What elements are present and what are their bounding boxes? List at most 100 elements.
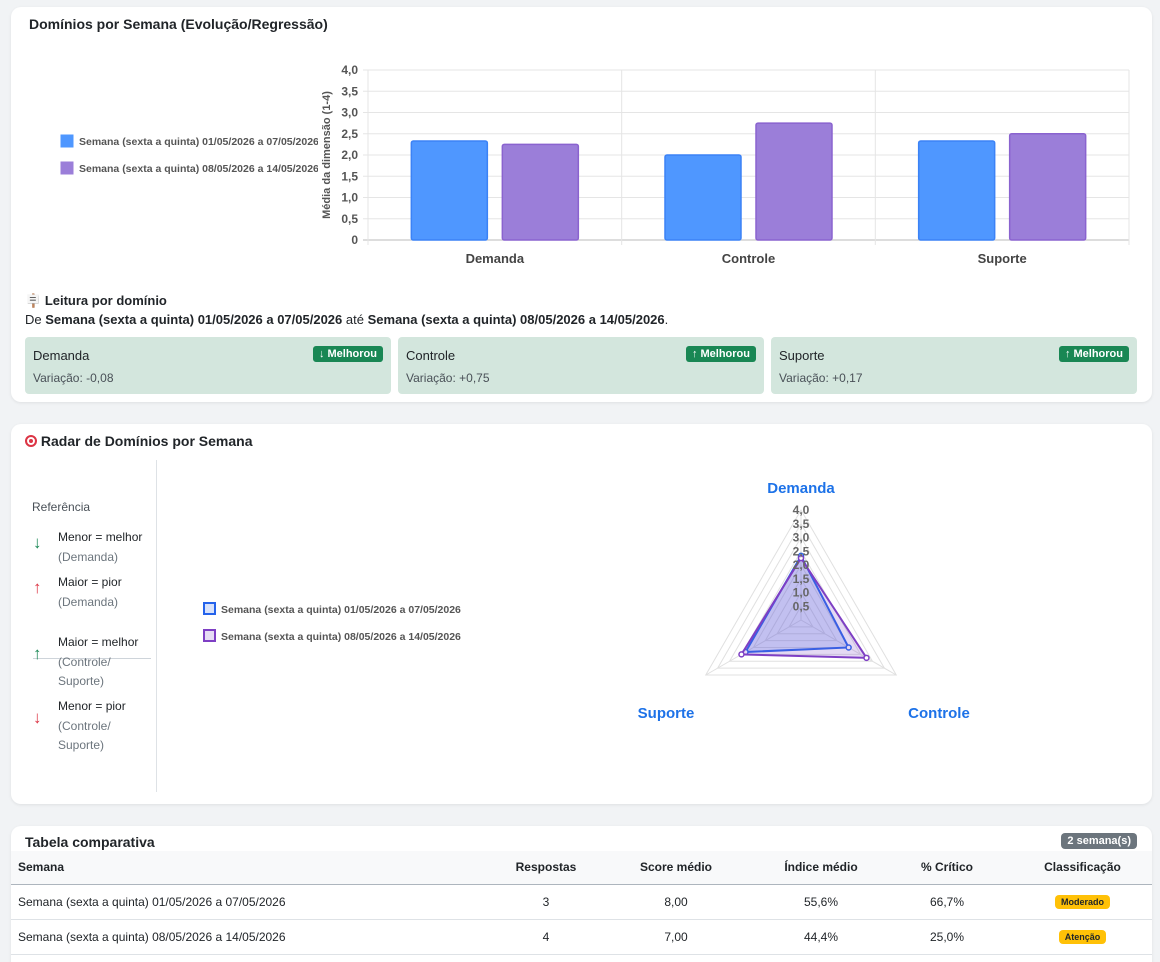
y-axis-label: Média da dimensão (1-4) [321, 91, 333, 219]
domain-variation: Variação: -0,08 [33, 371, 114, 385]
radar-axis-label: Demanda [767, 480, 835, 497]
col-score[interactable]: Score médio [591, 851, 761, 885]
cell-semana: Semana (sexta a quinta) 01/05/2026 a 07/… [11, 884, 501, 920]
radar-legend-label: Semana (sexta a quinta) 01/05/2026 a 07/… [221, 604, 461, 616]
domain-variation: Variação: +0,17 [779, 371, 863, 385]
radar-legend-swatch [203, 602, 216, 615]
bar-card-title: Domínios por Semana (Evolução/Regressão) [29, 16, 328, 32]
radar-point [845, 644, 852, 651]
domains-bar-card: Domínios por Semana (Evolução/Regressão)… [11, 7, 1152, 402]
cell-classificacao: Moderado [1013, 884, 1152, 920]
reference-panel: Referência ↓ Menor = melhor (Demanda) ↑ … [11, 460, 157, 792]
radar-tick-label: 0,5 [793, 599, 810, 613]
radar-spoke [705, 619, 802, 676]
table-card-title: Tabela comparativa [25, 834, 155, 850]
legend-swatch [60, 134, 74, 148]
comparison-table: Semana Respostas Score médio Índice médi… [11, 851, 1152, 955]
arrow-down-icon: ↓ [33, 708, 42, 727]
y-tick-label: 4,0 [341, 63, 358, 77]
radar-grid-ring [728, 536, 874, 662]
legend-label: Semana (sexta a quinta) 01/05/2026 a 07/… [79, 136, 319, 148]
legend-label: Semana (sexta a quinta) 08/05/2026 a 14/… [79, 163, 319, 175]
radar-tick-label: 2,5 [793, 544, 810, 558]
trend-badge: ↑ Melhorou [685, 346, 756, 362]
radar-chart: 0,51,01,52,02,53,03,54,0 Demanda Controle S… [203, 480, 970, 722]
col-respostas[interactable]: Respostas [501, 851, 591, 885]
y-tick-label: 3,0 [341, 106, 358, 120]
domain-box-controle: Controle ↑ Melhorou Variação: +0,75 [398, 337, 764, 394]
trend-badge: ↑ Melhorou [1058, 346, 1129, 362]
col-indice[interactable]: Índice médio [761, 851, 881, 885]
x-tick-label: Suporte [978, 251, 1027, 266]
arrow-down-icon: ↓ [33, 533, 42, 552]
bar [1008, 133, 1087, 241]
cell-respostas: 4 [501, 919, 591, 955]
radar-legend-label: Semana (sexta a quinta) 08/05/2026 a 14/… [221, 631, 461, 643]
radar-grid-ring [788, 605, 814, 628]
x-tick-label: Demanda [466, 251, 525, 266]
radar-grid-ring [764, 577, 838, 642]
bar [501, 143, 580, 241]
domain-box-demanda: Demanda ↓ Melhorou Variação: -0,08 [25, 337, 391, 394]
reading-description: De Semana (sexta a quinta) 01/05/2026 a … [25, 312, 669, 327]
cell-critico: 25,0% [881, 919, 1013, 955]
radar-point [863, 654, 870, 662]
cell-critico: 66,7% [881, 884, 1013, 920]
domain-box-suporte: Suporte ↑ Melhorou Variação: +0,17 [771, 337, 1137, 394]
domain-name: Demanda [33, 348, 90, 363]
comparison-table-card: Tabela comparativa 2 semana(s) Semana Re… [11, 826, 1152, 962]
y-tick-label: 1,5 [341, 169, 358, 183]
bar [410, 140, 489, 241]
cell-score: 8,00 [591, 884, 761, 920]
radar-axis-label: Controle [908, 705, 970, 722]
table-row: Semana (sexta a quinta) 08/05/2026 a 14/… [11, 919, 1152, 955]
trend-badge: ↓ Melhorou [312, 346, 383, 362]
radar-card: Radar de Domínios por Semana Referência … [11, 424, 1152, 804]
col-critico[interactable]: % Crítico [881, 851, 1013, 885]
reference-divider [33, 658, 151, 659]
legend-swatch [60, 161, 74, 175]
radar-grid-ring [716, 522, 886, 669]
target-icon [25, 435, 37, 447]
y-tick-label: 2,0 [341, 148, 358, 162]
cell-indice: 44,4% [761, 919, 881, 955]
table-header-row: Semana Respostas Score médio Índice médi… [11, 851, 1152, 885]
table-row: Semana (sexta a quinta) 01/05/2026 a 07/… [11, 884, 1152, 920]
arrow-up-icon: ↑ [33, 644, 42, 663]
bar-chart: 0 0,5 1,0 1,5 2,0 2,5 3,0 3,5 4,0 Média da dimens… [60, 63, 1130, 266]
domain-name: Controle [406, 348, 456, 363]
y-tick-label: 1,0 [341, 191, 358, 205]
radar-tick-label: 4,0 [793, 503, 810, 517]
radar-axis-label: Suporte [638, 705, 695, 722]
domain-variation: Variação: +0,75 [406, 371, 490, 385]
weeks-count-badge: 2 semana(s) [1061, 833, 1137, 849]
radar-tick-label: 1,0 [793, 586, 810, 600]
radar-legend-swatch [203, 629, 216, 642]
cell-respostas: 3 [501, 884, 591, 920]
radar-tick-label: 2,0 [793, 558, 810, 572]
bar [755, 122, 833, 241]
x-tick-label: Controle [722, 251, 775, 266]
radar-tick-label: 3,5 [793, 517, 810, 531]
classification-badge: Moderado [1054, 895, 1110, 909]
classification-badge: Atenção [1058, 930, 1107, 944]
radar-grid-ring [704, 509, 898, 676]
y-tick-label: 0 [351, 233, 358, 247]
radar-series-area [739, 556, 869, 659]
cell-classificacao: Atenção [1013, 919, 1152, 955]
signpost-icon: 🪧 [25, 293, 42, 308]
reading-title: 🪧 Leitura por domínio [25, 293, 167, 308]
radar-card-title: Radar de Domínios por Semana [25, 433, 253, 449]
y-tick-label: 2,5 [341, 127, 358, 141]
domain-name: Suporte [779, 348, 825, 363]
radar-tick-label: 3,0 [793, 531, 810, 545]
radar-point [738, 651, 745, 658]
radar-tick-label: 1,5 [793, 572, 810, 586]
radar-grid-ring [752, 564, 850, 648]
y-tick-label: 0,5 [341, 212, 358, 226]
col-classificacao[interactable]: Classificação [1013, 851, 1152, 885]
cell-semana: Semana (sexta a quinta) 08/05/2026 a 14/… [11, 919, 501, 955]
arrow-up-icon: ↑ [33, 578, 42, 597]
col-semana[interactable]: Semana [11, 851, 501, 885]
y-tick-label: 3,5 [341, 84, 358, 98]
